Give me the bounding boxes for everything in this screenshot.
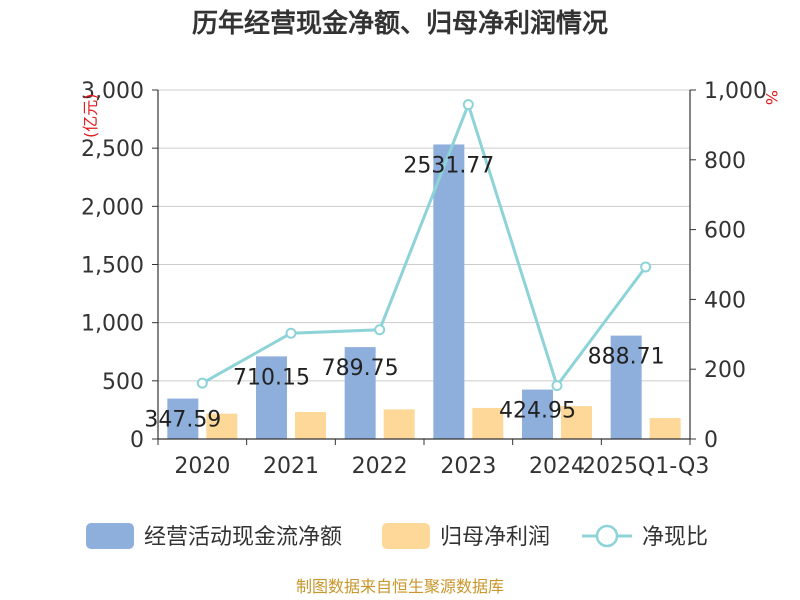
bar-ocf <box>256 356 287 439</box>
x-tick-label: 2020 <box>174 454 230 479</box>
ocf-data-label: 424.95 <box>499 399 576 424</box>
ratio-point <box>374 324 386 336</box>
left-tick-label: 2,500 <box>81 137 144 162</box>
right-tick-label: 200 <box>704 358 746 383</box>
x-tick-label: 2022 <box>352 454 408 479</box>
right-tick-label: 600 <box>704 219 746 244</box>
legend: 经营活动现金流净额 归母净利润 净现比 <box>86 523 708 550</box>
bar-net-profit <box>649 418 681 439</box>
right-tick-label: 0 <box>704 428 718 453</box>
legend-swatch-ocf <box>86 523 134 549</box>
bar-ocf <box>610 335 642 439</box>
x-tick-label: 2021 <box>263 454 319 479</box>
source-note: 制图数据来自恒生聚源数据库 <box>296 577 504 596</box>
bar-net-profit <box>383 409 415 439</box>
ratio-line <box>196 99 652 392</box>
left-tick-label: 1,500 <box>81 254 144 279</box>
bar-net-profit <box>472 407 504 439</box>
legend-label-ocf: 经营活动现金流净额 <box>144 525 342 550</box>
bars <box>167 144 681 439</box>
left-axis-unit: (亿元) <box>81 94 100 139</box>
bar-ocf <box>433 144 465 439</box>
x-tick-label: 2025Q1-Q3 <box>582 454 709 479</box>
ratio-point <box>462 99 474 111</box>
data-labels: 347.59 710.15 789.75 2531.77 424.95 888.71 <box>144 153 664 432</box>
ratio-point <box>551 380 563 392</box>
ratio-point <box>196 377 208 389</box>
left-tick-label: 500 <box>102 370 144 395</box>
legend-swatch-profit <box>382 523 430 549</box>
bar-ocf <box>522 389 553 439</box>
ratio-point <box>285 327 297 339</box>
legend-label-profit: 归母净利润 <box>440 525 550 550</box>
left-tick-label: 0 <box>130 428 144 453</box>
left-tick-label: 3,000 <box>81 79 144 104</box>
ocf-data-label: 888.71 <box>588 345 665 370</box>
x-tick-label: 2024 <box>529 454 585 479</box>
ocf-data-label: 789.75 <box>322 356 399 381</box>
axes: 0 500 1,000 1,500 2,000 2,500 3,000 0 200 400 600 8… <box>81 79 781 479</box>
right-axis-unit: % <box>762 90 781 105</box>
right-tick-label: 400 <box>704 288 746 313</box>
ocf-data-label: 2531.77 <box>403 153 494 178</box>
bar-net-profit <box>561 406 592 439</box>
right-tick-label: 1,000 <box>704 79 767 104</box>
bar-ocf <box>344 347 376 439</box>
bar-net-profit <box>206 413 238 439</box>
right-tick-label: 800 <box>704 149 746 174</box>
x-tick-label: 2023 <box>440 454 496 479</box>
bar-ocf <box>167 398 199 439</box>
ocf-data-label: 347.59 <box>144 408 221 433</box>
gridlines <box>158 89 690 382</box>
left-tick-label: 2,000 <box>81 195 144 220</box>
bar-net-profit <box>295 412 326 439</box>
ratio-point <box>640 261 652 273</box>
ratio-polyline <box>201 100 647 389</box>
legend-swatch-ratio-marker <box>595 524 619 548</box>
legend-label-ratio: 净现比 <box>642 525 708 550</box>
chart-title: 历年经营现金净额、归母净利润情况 <box>192 8 608 39</box>
left-tick-label: 1,000 <box>81 312 144 337</box>
ocf-data-label: 710.15 <box>233 365 310 390</box>
